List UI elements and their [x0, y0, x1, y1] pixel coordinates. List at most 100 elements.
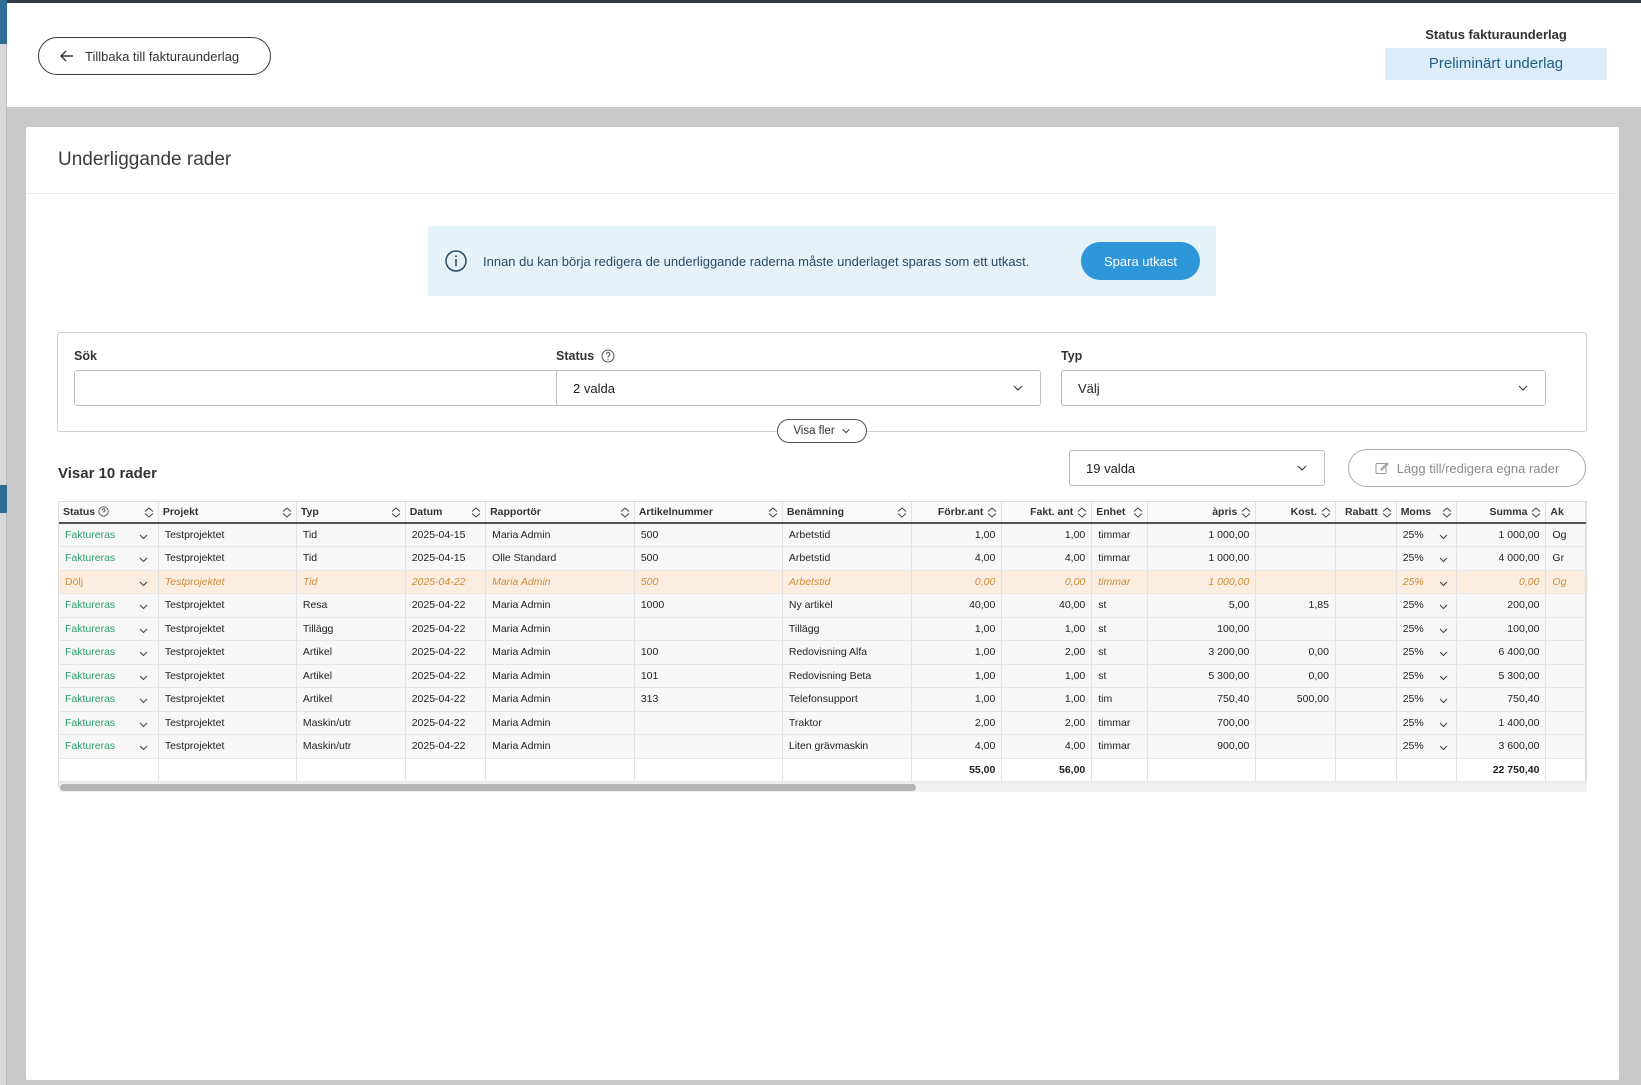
column-header[interactable]: Status [59, 502, 159, 524]
help-icon[interactable] [98, 506, 109, 517]
table-cell [1255, 570, 1336, 594]
column-header[interactable]: Kost. [1255, 502, 1336, 524]
table-row[interactable]: Faktureras Testprojektet Artikel 2025-04-22… [59, 640, 1586, 665]
sort-icon[interactable] [987, 507, 997, 518]
row-vat-select[interactable]: 25% [1396, 570, 1457, 594]
show-more-button[interactable]: Visa fler [777, 419, 867, 443]
cell-value: Og [1552, 529, 1567, 541]
cell-value: 2025-04-22 [411, 622, 466, 635]
status-select[interactable]: 2 valda [556, 370, 1041, 406]
row-status-select[interactable]: Faktureras [59, 711, 159, 735]
column-header[interactable]: Rapportör [485, 502, 635, 524]
table-cell: Testprojektet [158, 664, 297, 688]
table-cell: Maria Admin [485, 687, 635, 712]
sort-icon[interactable] [391, 507, 401, 518]
column-header[interactable]: Projekt [158, 502, 297, 524]
table-cell [1335, 664, 1397, 688]
column-header[interactable]: Förbr.ant [911, 502, 1003, 524]
cell-value: 1,00 [974, 622, 996, 635]
cell-value: Testprojektet [164, 552, 225, 565]
row-status-select[interactable]: Faktureras [59, 734, 159, 759]
total-cell: 56,00 [1001, 758, 1093, 782]
cell-value: Testprojektet [164, 622, 225, 635]
row-vat-select[interactable]: 25% [1396, 617, 1457, 641]
table-row[interactable]: Dölj Testprojektet Tid 2025-04-22 Maria Admi… [59, 570, 1586, 594]
chevron-down-icon [139, 604, 148, 610]
column-header[interactable]: Fakt. ant [1001, 502, 1093, 524]
table-row[interactable]: Faktureras Testprojektet Maskin/utr 2025-04… [59, 711, 1586, 735]
row-vat-select[interactable]: 25% [1396, 664, 1457, 688]
column-header[interactable]: Ak [1545, 502, 1586, 524]
scrollbar-thumb[interactable] [60, 784, 916, 791]
sort-icon[interactable] [1442, 507, 1452, 518]
save-draft-button[interactable]: Spara utkast [1081, 242, 1200, 280]
row-vat-select[interactable]: 25% [1396, 734, 1457, 759]
table-cell: 500,00 [1255, 687, 1336, 712]
row-vat-select[interactable]: 25% [1396, 640, 1457, 665]
table-cell: 1 000,00 [1456, 523, 1547, 547]
column-header[interactable]: Benämning [782, 502, 913, 524]
row-vat-select[interactable]: 25% [1396, 687, 1457, 712]
table-row[interactable]: Faktureras Testprojektet Tid 2025-04-15 Mari… [59, 523, 1586, 547]
sort-icon[interactable] [897, 507, 907, 518]
sort-icon[interactable] [471, 507, 481, 518]
row-vat-select[interactable]: 25% [1396, 546, 1457, 571]
help-icon[interactable] [601, 349, 615, 363]
sort-icon[interactable] [1133, 507, 1143, 518]
row-status-select[interactable]: Faktureras [59, 546, 159, 571]
row-status-select[interactable]: Faktureras [59, 523, 159, 547]
sort-icon[interactable] [620, 507, 630, 518]
row-vat-select[interactable]: 25% [1396, 711, 1457, 735]
cell-value: Maria Admin [492, 669, 551, 682]
sort-icon[interactable] [144, 507, 154, 518]
cell-value: Traktor [788, 716, 822, 729]
row-status-select[interactable]: Dölj [59, 570, 159, 594]
search-input[interactable] [74, 370, 559, 406]
sort-icon[interactable] [1241, 507, 1251, 518]
table-row[interactable]: Faktureras Testprojektet Tid 2025-04-15 Olle… [59, 546, 1586, 571]
column-header[interactable]: Moms [1396, 502, 1457, 524]
edit-own-rows-button[interactable]: Lägg till/redigera egna rader [1348, 449, 1586, 487]
chevron-down-icon [139, 745, 148, 751]
table-row[interactable]: Faktureras Testprojektet Resa 2025-04-22 Mar… [59, 593, 1586, 618]
table-row[interactable]: Faktureras Testprojektet Tillägg 2025-04-22… [59, 617, 1586, 641]
sort-icon[interactable] [282, 507, 292, 518]
sort-icon[interactable] [1321, 507, 1331, 518]
cell-value: 1,00 [1064, 669, 1086, 682]
column-header[interactable]: Datum [405, 502, 487, 524]
column-header-label: Datum [409, 506, 443, 518]
horizontal-scrollbar[interactable] [59, 782, 1587, 792]
row-vat-select[interactable]: 25% [1396, 523, 1457, 547]
row-status-select[interactable]: Faktureras [59, 687, 159, 712]
sort-icon[interactable] [1382, 507, 1392, 518]
column-header[interactable]: Summa [1456, 502, 1547, 524]
row-status-select[interactable]: Faktureras [59, 593, 159, 618]
row-vat-select[interactable]: 25% [1396, 593, 1457, 618]
table-cell: 3 600,00 [1456, 734, 1547, 759]
sort-icon[interactable] [768, 507, 778, 518]
chevron-down-icon [1518, 385, 1528, 391]
column-header[interactable]: Artikelnummer [634, 502, 783, 524]
back-button[interactable]: Tillbaka till fakturaunderlag [38, 37, 271, 75]
column-header[interactable]: Typ [296, 502, 406, 524]
column-header[interactable]: àpris [1147, 502, 1257, 524]
column-header[interactable]: Rabatt [1335, 502, 1397, 524]
table-row[interactable]: Faktureras Testprojektet Artikel 2025-04-22… [59, 664, 1586, 688]
columns-select[interactable]: 19 valda [1069, 450, 1325, 486]
row-status-select[interactable]: Faktureras [59, 617, 159, 641]
table-cell: Testprojektet [158, 711, 297, 735]
type-select[interactable]: Välj [1061, 370, 1546, 406]
row-status-select[interactable]: Faktureras [59, 664, 159, 688]
table-cell: 700,00 [1147, 711, 1257, 735]
sort-icon[interactable] [1531, 507, 1541, 518]
table-cell: st [1091, 664, 1148, 688]
column-header[interactable]: Enhet [1091, 502, 1148, 524]
total-value: 56,00 [1058, 763, 1086, 776]
row-status-select[interactable]: Faktureras [59, 640, 159, 665]
table-row[interactable]: Faktureras Testprojektet Maskin/utr 2025-04… [59, 734, 1586, 759]
chevron-down-icon [139, 534, 148, 540]
invoice-status-label: Status fakturaunderlag [1425, 27, 1567, 42]
sort-icon[interactable] [1077, 507, 1087, 518]
cell-value: Resa [302, 599, 328, 612]
table-row[interactable]: Faktureras Testprojektet Artikel 2025-04-22… [59, 687, 1586, 712]
